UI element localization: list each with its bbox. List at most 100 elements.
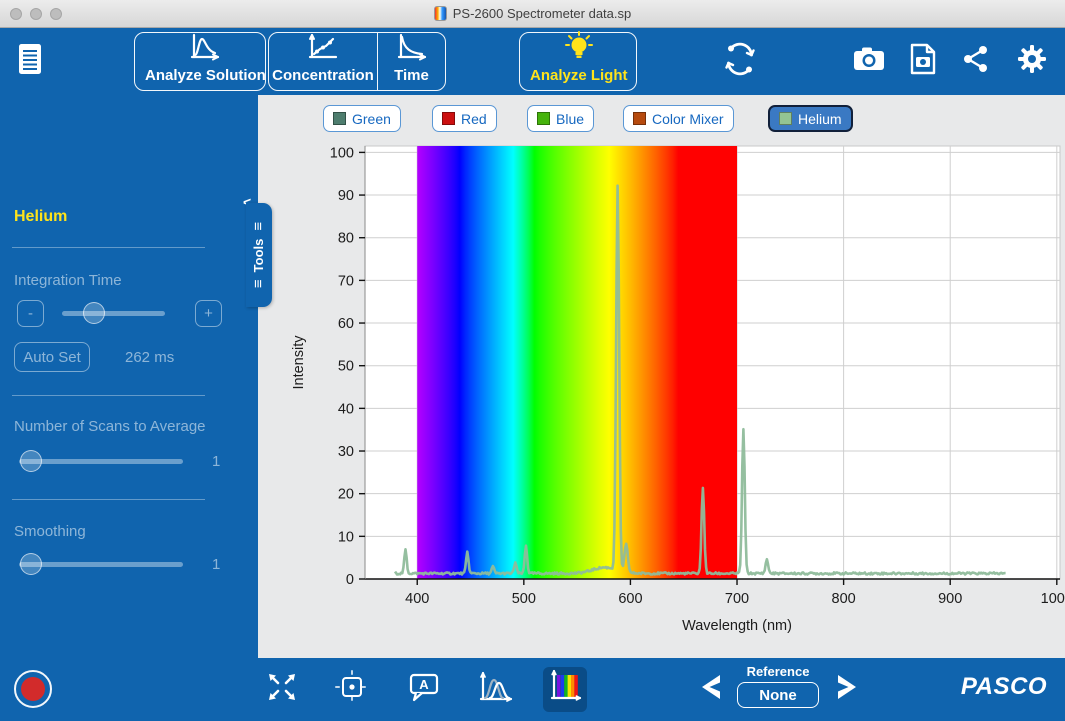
legend-button-red[interactable]: Red [432,105,497,132]
app-icon [433,6,447,21]
x-tick-label: 500 [512,591,536,607]
y-tick-label: 20 [338,487,354,503]
integration-slider-track[interactable] [62,311,165,316]
x-tick-label: 700 [725,591,749,607]
legend-label: Helium [798,110,842,127]
tools-tab[interactable]: ≡ Tools ≡ [246,203,272,307]
analyze-solution-button[interactable]: Analyze Solution [135,33,276,90]
y-tick-label: 10 [338,529,354,545]
y-tick-label: 0 [346,572,354,588]
record-button[interactable] [14,670,52,708]
title-bar: PS-2600 Spectrometer data.sp [0,0,1065,28]
y-tick-label: 70 [338,273,354,289]
scatter-trend-icon [306,33,340,65]
y-tick-label: 50 [338,359,354,375]
legend-swatch [442,112,455,125]
reference-select[interactable]: None [737,682,819,708]
scale-to-fit-button[interactable] [264,658,300,721]
x-tick-label: 900 [938,591,962,607]
arrow-left-icon [695,672,725,707]
scans-label: Number of Scans to Average [14,418,206,435]
coordinates-tool-button[interactable] [334,658,370,721]
minimize-button[interactable] [30,8,42,20]
y-tick-label: 40 [338,401,354,417]
close-button[interactable] [10,8,22,20]
record-icon [21,677,45,701]
spectrum-view-button[interactable] [543,667,587,712]
camera-document-icon [908,42,938,81]
analyze-light-button[interactable]: Analyze Light [520,31,638,90]
light-bulb-icon [562,31,596,65]
top-toolbar: Analyze Solution Concentration [0,28,1065,95]
tools-tab-label: Tools [251,238,267,272]
legend-label: Blue [556,110,585,127]
smoothing-slider-handle[interactable] [20,553,42,575]
camera-icon [852,46,886,77]
reference-label: Reference [746,664,810,679]
legend-button-helium[interactable]: Helium [768,105,853,132]
toolbar-divider [377,33,378,90]
decay-chart-icon [395,33,429,65]
integration-minus-button[interactable]: - [17,300,44,327]
file-menu-button[interactable] [15,28,45,95]
legend-label: Color Mixer [652,110,724,127]
sync-button[interactable] [722,28,758,95]
gear-icon [1017,44,1047,79]
settings-button[interactable] [1017,28,1047,95]
collapse-sidebar-button[interactable]: < [243,194,252,210]
x-tick-label: 400 [405,591,429,607]
snapshot-journal-button[interactable] [908,28,938,95]
bottom-toolbar: A [0,658,1065,721]
integration-time-label: Integration Time [14,272,122,289]
annotation-letter: A [419,677,429,692]
smoothing-slider-track[interactable] [19,562,183,567]
concentration-label: Concentration [272,67,374,84]
legend-button-color-mixer[interactable]: Color Mixer [623,105,734,132]
zoom-button[interactable] [50,8,62,20]
legend-button-green[interactable]: Green [323,105,401,132]
legend-button-blue[interactable]: Blue [527,105,595,132]
legend-swatch [779,112,792,125]
peak-chart-icon [188,33,222,65]
source-name: Helium [14,208,68,225]
auto-set-button[interactable]: Auto Set [14,342,90,372]
y-tick-label: 30 [338,444,354,460]
annotation-bubble-icon: A [407,671,441,708]
concentration-button[interactable]: Concentration [269,33,377,90]
y-axis-title: Intensity [291,335,307,390]
pasco-logo: PASCO [960,673,1047,700]
y-tick-label: 100 [330,145,354,161]
time-button[interactable]: Time [378,33,445,90]
scans-slider-handle[interactable] [20,450,42,472]
annotation-tool-button[interactable]: A [406,658,442,721]
crosshair-icon [335,670,369,709]
next-reference-button[interactable] [832,658,864,721]
integration-slider-handle[interactable] [83,302,105,324]
divider [12,395,205,396]
integration-plus-button[interactable]: + [195,300,222,327]
series-helium-curve [393,184,1006,576]
smoothing-label: Smoothing [14,523,86,540]
document-icon [15,42,45,81]
x-axis-title: Wavelength (nm) [682,618,792,634]
reference-block: Reference None [730,664,826,708]
expand-arrows-icon [266,671,298,708]
window-title: PS-2600 Spectrometer data.sp [452,6,632,21]
settings-sidebar: Helium < Integration Time - + Auto Set 2… [0,95,258,658]
share-button[interactable] [962,28,990,95]
analyze-solution-label: Analyze Solution [145,67,266,84]
legend-row: Green Red Blue Color Mixer Helium [258,95,1065,135]
scans-slider-track[interactable] [19,459,183,464]
snapshot-button[interactable] [852,28,886,95]
x-tick-label: 600 [618,591,642,607]
legend-swatch [633,112,646,125]
legend-label: Green [352,110,391,127]
legend-label: Red [461,110,487,127]
share-icon [962,45,990,78]
previous-reference-button[interactable] [694,658,726,721]
curve-fit-button[interactable] [477,658,515,721]
curve-fit-icon [478,671,514,708]
